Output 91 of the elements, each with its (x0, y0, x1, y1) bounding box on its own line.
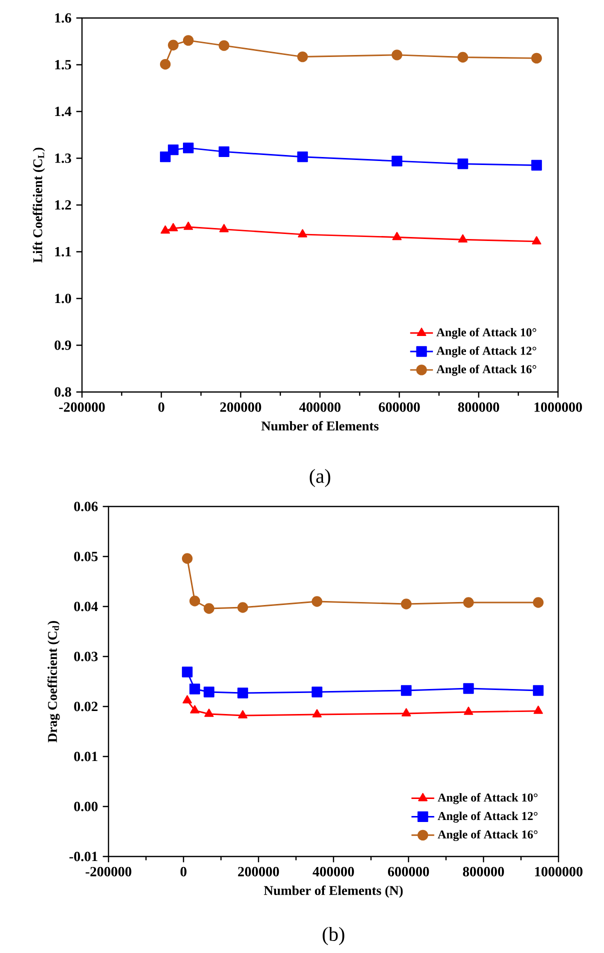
point (297, 152, 308, 162)
point (532, 597, 544, 608)
x-tick-label: 600000 (388, 866, 429, 876)
point (457, 52, 468, 63)
point (534, 706, 543, 714)
legend-label: Angle of Attack 10° (438, 793, 538, 804)
x-tick-label: -200000 (59, 402, 105, 412)
point (457, 158, 468, 170)
x-tick-label: 0 (158, 402, 164, 412)
point (458, 234, 468, 243)
y-tick-label: 0.00 (74, 802, 98, 812)
x-axis-title: Number of Elements (261, 420, 379, 431)
point (531, 160, 542, 171)
point (218, 146, 230, 158)
point (219, 224, 229, 232)
point (204, 708, 214, 717)
point (532, 236, 542, 244)
legend-label: Angle of Attack 16° (436, 364, 536, 376)
point (204, 603, 214, 614)
point (400, 685, 412, 696)
y-tick-label: 1.3 (55, 154, 72, 163)
point (182, 553, 193, 564)
x-tick-label: 0 (180, 866, 186, 876)
point (168, 40, 179, 50)
y-tick-label: 0.9 (54, 340, 72, 350)
y-tick-label: 1.1 (55, 247, 71, 256)
point (238, 710, 248, 718)
point (184, 222, 193, 230)
x-tick-label: -200000 (86, 866, 132, 876)
point (189, 596, 200, 606)
y-tick-label: 0.8 (54, 387, 72, 397)
y-tick-label: 1.5 (55, 60, 72, 70)
legend-label: Angle of Attack 12° (436, 346, 536, 358)
point (168, 223, 178, 232)
point (400, 598, 412, 610)
point (402, 708, 411, 716)
point (182, 142, 194, 154)
point (463, 597, 474, 608)
y-tick-label: 0.06 (74, 502, 98, 512)
point (463, 683, 474, 694)
point (297, 51, 308, 62)
x-tick-label: 200000 (220, 402, 262, 412)
point (182, 666, 193, 678)
legend-label: Angle of Attack 16° (438, 830, 538, 842)
x-tick-label: 800000 (458, 402, 500, 412)
y-tick-label: 1.6 (55, 13, 72, 23)
x-tick-label: 400000 (299, 402, 340, 412)
point (160, 225, 170, 234)
y-axis-title: Drag Coefficient (C$_{d}$) (47, 621, 60, 742)
y-tick-label: -0.01 (69, 852, 98, 862)
point (182, 695, 192, 704)
y-tick-label: 1.2 (55, 200, 71, 210)
text: (b) (322, 926, 344, 946)
y-tick-label: 0.02 (74, 702, 98, 712)
point (312, 596, 322, 607)
point (464, 706, 474, 715)
x-tick-label: 800000 (462, 866, 504, 876)
x-tick-label: 200000 (238, 866, 279, 876)
point (204, 686, 214, 698)
point (298, 229, 308, 238)
legend-label: Angle of Attack 12° (438, 812, 538, 823)
y-axis-title: Lift Coefficient (C$_{L}$) (32, 148, 45, 263)
y-tick-label: 0.04 (74, 602, 98, 612)
point (182, 35, 194, 46)
y-tick-label: 0.01 (74, 752, 98, 762)
point (218, 40, 230, 51)
text: (a) (310, 468, 330, 488)
y-tick-label: 1.4 (55, 106, 72, 116)
point (237, 602, 248, 613)
point (189, 684, 200, 694)
point (160, 58, 171, 70)
x-tick-label: 600000 (378, 402, 420, 412)
point (190, 705, 200, 714)
point (392, 156, 402, 166)
point (168, 144, 179, 156)
x-tick-label: 1000000 (534, 402, 582, 412)
point (312, 686, 322, 698)
point (531, 52, 542, 64)
y-tick-label: 0.05 (74, 552, 98, 562)
point (392, 50, 402, 60)
x-tick-label: 1000000 (535, 866, 582, 876)
y-tick-label: 1.0 (55, 294, 72, 304)
x-tick-label: 400000 (312, 866, 354, 876)
point (237, 688, 248, 698)
x-axis-title: Number of Elements (N) (264, 886, 403, 898)
y-tick-label: 0.03 (74, 652, 98, 662)
point (392, 232, 402, 240)
point (532, 685, 544, 696)
point (160, 152, 171, 162)
legend-label: Angle of Attack 10° (436, 328, 536, 339)
point (312, 709, 322, 718)
